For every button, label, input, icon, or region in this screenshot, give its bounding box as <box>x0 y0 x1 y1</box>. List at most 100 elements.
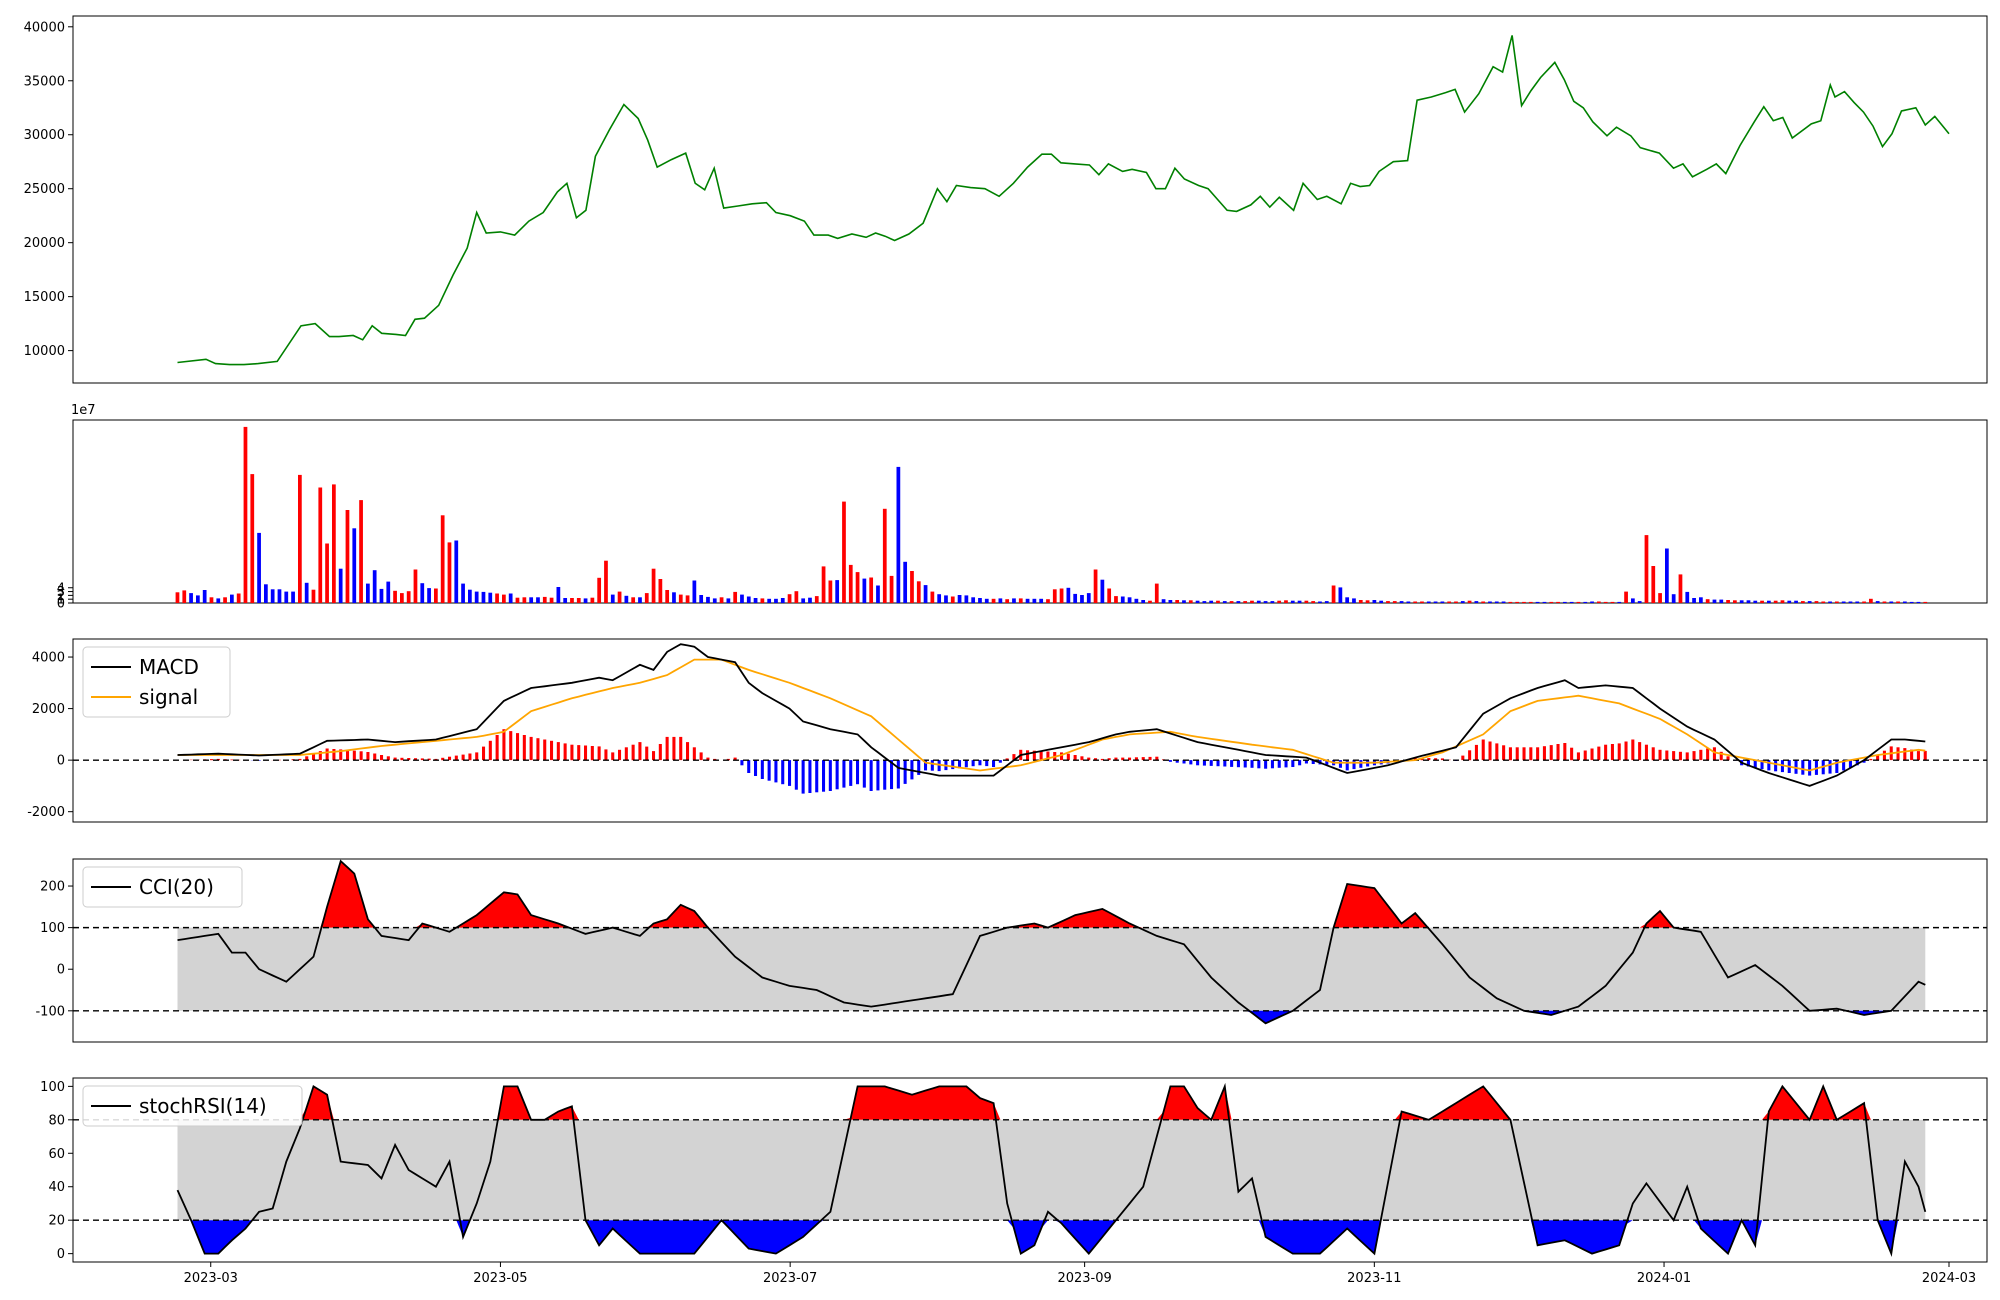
volume-bar <box>916 581 921 603</box>
volume-bar <box>794 591 799 603</box>
volume-bar <box>1923 601 1928 603</box>
macd-legend-label: MACD <box>139 655 199 679</box>
macd-histogram-bar <box>257 760 261 761</box>
macd-histogram-bar <box>1182 760 1186 764</box>
macd-histogram-bar <box>563 743 567 761</box>
macd-histogram-bar <box>1617 743 1621 761</box>
x-tick-label: 2023-09 <box>1057 1271 1111 1286</box>
volume-bar <box>672 592 676 603</box>
volume-bar <box>950 596 955 603</box>
volume-bar <box>1828 601 1832 603</box>
x-tick-label: 2024-03 <box>1922 1271 1976 1286</box>
volume-bar <box>1297 600 1302 603</box>
volume-bar <box>774 598 778 603</box>
volume-bar <box>1270 601 1275 603</box>
macd-histogram-bar <box>400 757 404 761</box>
macd-histogram-bar <box>937 760 941 772</box>
macd-histogram-bar <box>917 760 921 775</box>
macd-histogram-bar <box>414 758 418 761</box>
macd-histogram-bar <box>665 736 669 761</box>
volume-bar <box>1515 601 1520 603</box>
volume-bar <box>1338 587 1343 603</box>
volume-bar <box>1875 601 1880 603</box>
macd-histogram-bar <box>971 760 975 767</box>
stochrsi-ytick-label: 80 <box>48 1113 65 1128</box>
volume-bar <box>284 591 289 603</box>
cci-line <box>177 859 1926 1025</box>
macd-histogram-bar <box>1542 746 1546 761</box>
volume-bar <box>427 588 431 603</box>
macd-histogram-bar <box>760 760 764 779</box>
volume-bar <box>352 528 357 603</box>
volume-ytick-label: 1 <box>57 593 65 608</box>
volume-bar <box>379 588 384 603</box>
x-tick-label: 2023-03 <box>184 1271 238 1286</box>
x-tick-label: 2023-07 <box>763 1271 817 1286</box>
macd-histogram-bar <box>1631 739 1635 761</box>
macd-panel: -2000 0 2000 4000 MACD signal <box>27 638 1988 823</box>
stochrsi-legend-label: stochRSI(14) <box>139 1094 267 1118</box>
volume-bar <box>1134 598 1139 603</box>
macd-histogram-bar <box>407 758 411 761</box>
volume-bar <box>413 569 418 603</box>
volume-bar <box>1460 601 1465 603</box>
volume-bar <box>1182 600 1186 603</box>
volume-bar <box>923 585 928 603</box>
macd-histogram-bar <box>1651 747 1655 761</box>
volume-bar <box>685 595 690 603</box>
volume-bar <box>1175 600 1180 603</box>
volume-bar <box>1263 601 1268 603</box>
volume-bar <box>1637 601 1642 603</box>
volume-bar <box>372 570 377 603</box>
volume-bar <box>930 591 935 603</box>
volume-bar <box>1719 599 1724 603</box>
macd-histogram-bar <box>1842 760 1846 771</box>
volume-bar <box>1665 548 1669 603</box>
volume-bar <box>848 564 853 603</box>
volume-bar <box>1318 601 1322 603</box>
volume-ytick-label: 4 <box>57 581 65 596</box>
volume-bar <box>767 598 772 603</box>
macd-histogram-bar <box>1202 760 1206 766</box>
volume-bar <box>366 583 370 603</box>
volume-bar <box>1154 583 1159 603</box>
macd-histogram-bar <box>1100 758 1104 761</box>
macd-histogram-bar <box>1434 758 1438 761</box>
volume-bar <box>461 583 465 603</box>
volume-bar <box>651 568 656 603</box>
volume-bar <box>801 598 806 603</box>
volume-bar <box>209 597 214 603</box>
shared-x-axis: 2023-03 2023-05 2023-07 2023-09 2023-11 2024-… <box>184 1262 1976 1286</box>
volume-bar <box>223 597 227 603</box>
volume-bar <box>910 571 914 603</box>
macd-histogram-bar <box>373 753 377 761</box>
macd-histogram-bar <box>1638 742 1642 761</box>
macd-histogram-bar <box>1610 744 1614 761</box>
macd-histogram-bar <box>1644 744 1648 761</box>
price-ytick-label: 35000 <box>24 74 65 89</box>
macd-histogram-bar <box>1576 752 1580 761</box>
volume-bar <box>1073 593 1078 603</box>
volume-bar <box>318 487 323 603</box>
volume-bar <box>1188 600 1193 603</box>
macd-histogram-bar <box>380 755 384 761</box>
macd-histogram-bar <box>1869 758 1873 761</box>
cci-panel: -100 0 100 200 CCI(20) <box>35 858 1988 1043</box>
macd-histogram-bar <box>1903 748 1907 761</box>
volume-bar <box>835 580 840 603</box>
volume-bar <box>1161 599 1166 603</box>
cci-ytick-label: 0 <box>57 963 65 978</box>
macd-histogram-bar <box>1107 758 1111 761</box>
macd-histogram-bar <box>529 736 533 761</box>
macd-histogram-bar <box>978 760 982 766</box>
volume-bar <box>1916 601 1921 603</box>
volume-bar <box>1882 601 1887 603</box>
volume-bar <box>1107 588 1112 603</box>
volume-bar <box>1392 601 1397 603</box>
volume-bar <box>814 596 819 603</box>
volume-bar <box>1780 600 1785 603</box>
volume-bar <box>1440 601 1445 603</box>
volume-bar <box>991 598 996 603</box>
macd-histogram-bar <box>1413 757 1417 761</box>
